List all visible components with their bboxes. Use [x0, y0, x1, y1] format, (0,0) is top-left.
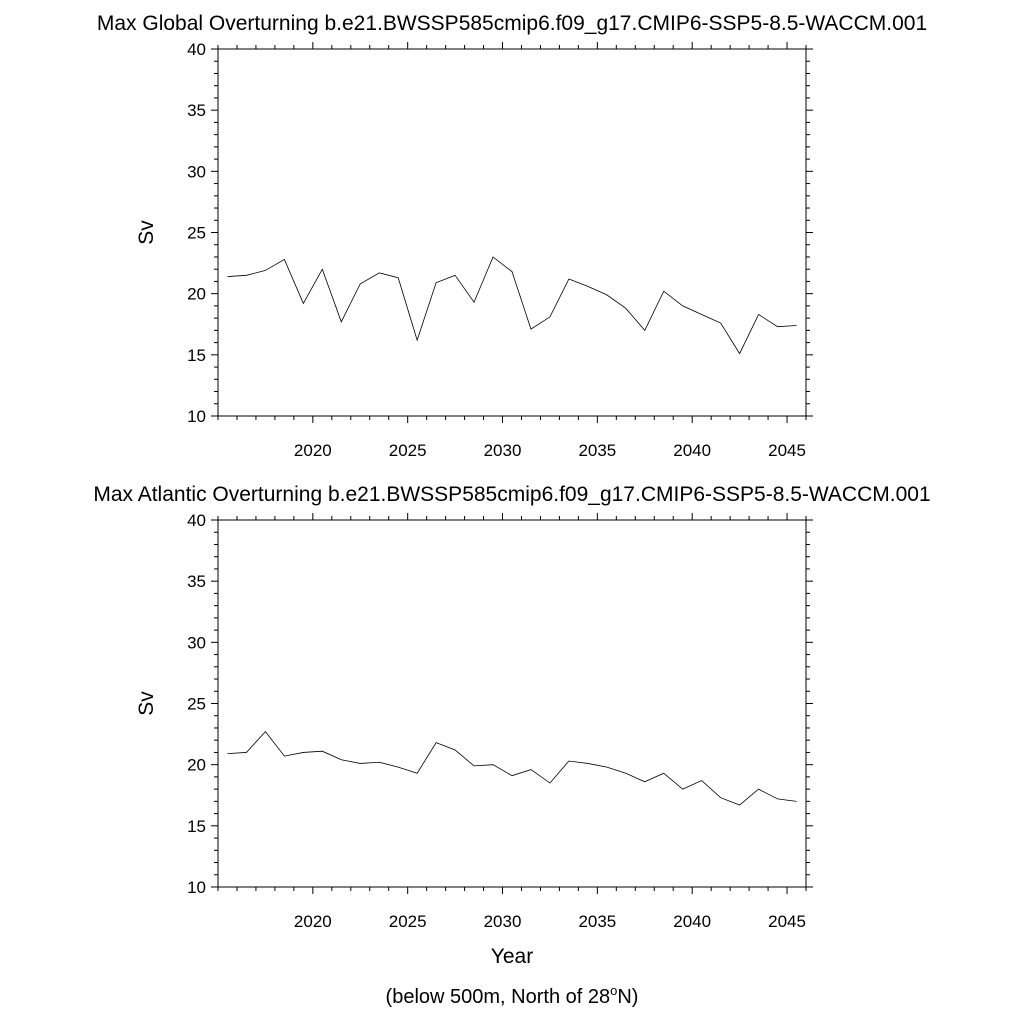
plot-frame — [217, 519, 807, 888]
x-tick-label: 2040 — [673, 441, 711, 460]
y-axis-label: Sv — [135, 220, 158, 245]
x-tick-label: 2030 — [484, 912, 522, 931]
chart-title: Max Atlantic Overturning b.e21.BWSSP585c… — [93, 483, 930, 506]
y-tick-label: 20 — [187, 285, 206, 304]
y-tick-label: 25 — [187, 224, 206, 243]
plot-frame — [217, 48, 807, 417]
x-tick-label: 2020 — [294, 441, 332, 460]
x-tick-label: 2025 — [389, 441, 427, 460]
x-tick-label: 2025 — [389, 912, 427, 931]
y-tick-label: 30 — [187, 633, 206, 652]
y-tick-label: 15 — [187, 346, 206, 365]
y-tick-label: 40 — [187, 40, 206, 59]
y-axis-label: Sv — [135, 691, 158, 716]
atlantic-overturning-panel: Max Atlantic Overturning b.e21.BWSSP585c… — [93, 483, 930, 968]
y-tick-label: 40 — [187, 511, 206, 530]
x-tick-label: 2035 — [578, 441, 616, 460]
footnote: (below 500m, North of 28oN) — [386, 983, 639, 1008]
y-tick-label: 25 — [187, 695, 206, 714]
y-tick-label: 30 — [187, 162, 206, 181]
x-tick-label: 2045 — [768, 441, 806, 460]
x-tick-label: 2030 — [484, 441, 522, 460]
y-tick-label: 15 — [187, 817, 206, 836]
x-tick-label: 2020 — [294, 912, 332, 931]
y-tick-label: 35 — [187, 101, 206, 120]
y-tick-label: 35 — [187, 572, 206, 591]
y-tick-label: 10 — [187, 878, 206, 897]
x-axis-label: Year — [491, 945, 533, 968]
x-tick-label: 2045 — [768, 912, 806, 931]
global-overturning-panel: Max Global Overturning b.e21.BWSSP585cmi… — [97, 12, 927, 460]
series-line — [227, 256, 797, 355]
series-line — [227, 731, 797, 806]
x-tick-label: 2040 — [673, 912, 711, 931]
chart-title: Max Global Overturning b.e21.BWSSP585cmi… — [97, 12, 927, 35]
y-tick-label: 20 — [187, 756, 206, 775]
y-tick-label: 10 — [187, 407, 206, 426]
x-tick-label: 2035 — [578, 912, 616, 931]
